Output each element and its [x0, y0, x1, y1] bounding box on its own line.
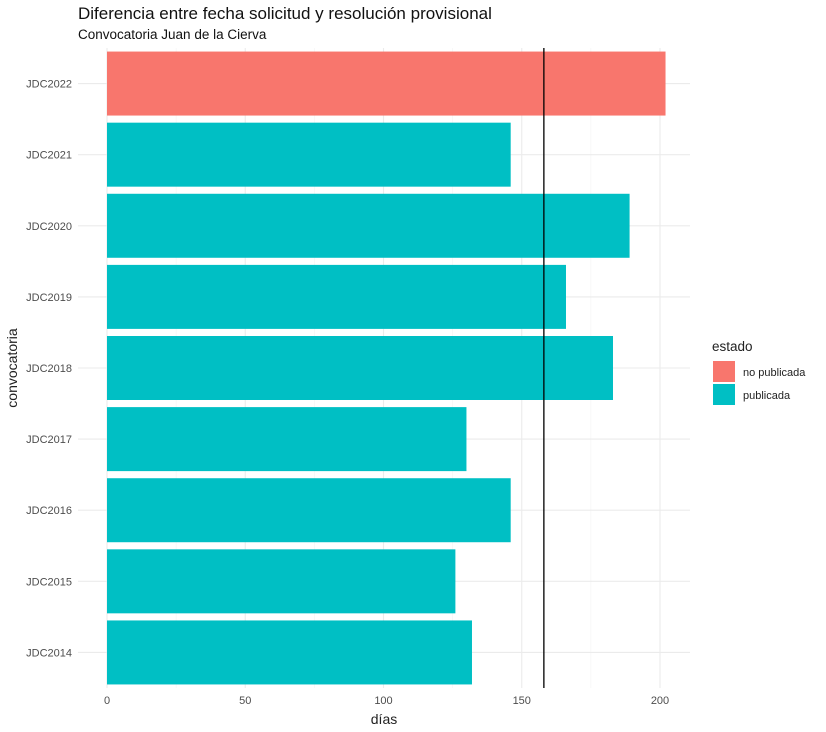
- y-tick-label: JDC2019: [26, 292, 72, 304]
- legend-label: no publicada: [743, 367, 806, 379]
- bar-jdc2014: [107, 620, 472, 685]
- legend-label: publicada: [743, 390, 791, 402]
- y-tick-label: JDC2021: [26, 150, 72, 162]
- bar-jdc2017: [107, 407, 467, 472]
- x-tick-label: 150: [513, 695, 531, 707]
- y-tick-label: JDC2020: [26, 221, 72, 233]
- bar-jdc2021: [107, 122, 511, 187]
- y-tick-label: JDC2016: [26, 505, 72, 517]
- y-tick-label: JDC2015: [26, 576, 72, 588]
- y-tick-label: JDC2017: [26, 434, 72, 446]
- legend-title: estado: [712, 339, 753, 354]
- bar-jdc2022: [107, 51, 666, 116]
- x-tick-label: 0: [104, 695, 110, 707]
- y-tick-label: JDC2014: [26, 647, 72, 659]
- x-tick-label: 100: [374, 695, 392, 707]
- bar-jdc2019: [107, 264, 566, 329]
- bar-jdc2020: [107, 193, 630, 258]
- legend-key: [713, 361, 735, 382]
- bar-jdc2015: [107, 549, 456, 614]
- x-tick-label: 200: [651, 695, 669, 707]
- legend-key: [713, 384, 735, 405]
- x-axis-title: días: [371, 711, 397, 727]
- x-tick-label: 50: [239, 695, 251, 707]
- y-tick-label: JDC2022: [26, 79, 72, 91]
- y-axis-title: convocatoria: [4, 328, 20, 408]
- bar-jdc2016: [107, 478, 511, 543]
- y-tick-label: JDC2018: [26, 363, 72, 375]
- chart-title: Diferencia entre fecha solicitud y resol…: [78, 4, 492, 23]
- bar-jdc2018: [107, 336, 613, 400]
- chart-subtitle: Convocatoria Juan de la Cierva: [78, 27, 267, 42]
